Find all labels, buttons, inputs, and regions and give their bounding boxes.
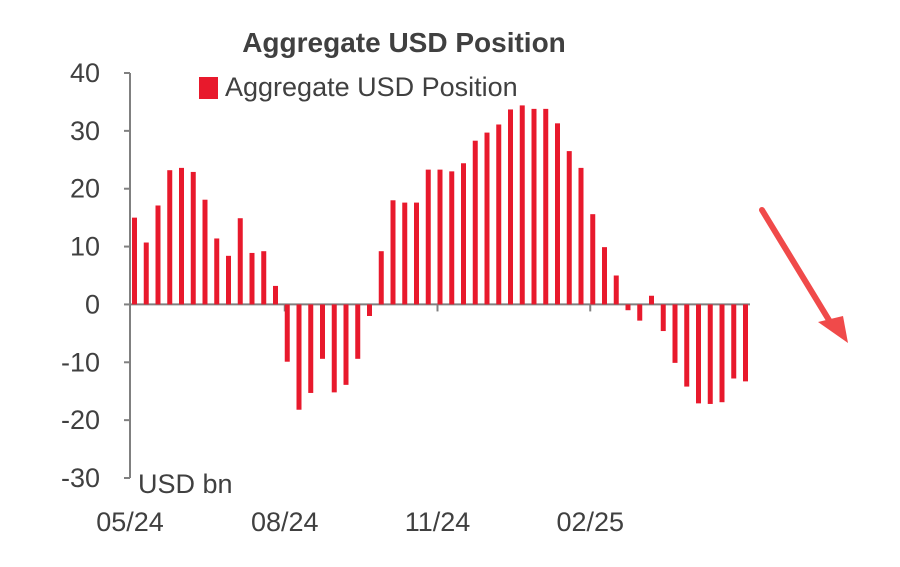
bar <box>202 199 208 305</box>
bar <box>696 304 701 404</box>
x-tick-label: 05/24 <box>96 507 164 537</box>
y-tick-label: -20 <box>61 405 100 435</box>
y-tick-label: 0 <box>85 289 100 319</box>
bar <box>331 304 337 393</box>
bar <box>143 242 149 305</box>
bar <box>179 167 184 305</box>
bar <box>719 304 725 403</box>
y-tick-label: 10 <box>70 232 100 262</box>
bar <box>378 251 384 305</box>
bar <box>437 169 443 305</box>
x-axis: 05/24 08/24 11/24 02/25 <box>96 303 750 537</box>
bar <box>496 124 502 305</box>
legend-label: Aggregate USD Position <box>225 72 518 102</box>
bar <box>555 123 560 305</box>
bar <box>425 169 431 305</box>
bar <box>543 108 549 305</box>
bar <box>707 304 713 404</box>
bar <box>343 304 349 385</box>
bar <box>190 171 196 305</box>
bar <box>249 252 255 305</box>
bar <box>261 251 267 305</box>
bar <box>660 304 666 332</box>
bar <box>284 304 290 362</box>
bar <box>390 200 396 305</box>
bar <box>273 285 278 305</box>
bar <box>472 140 478 305</box>
bar <box>414 202 419 305</box>
bar <box>649 295 654 305</box>
bar <box>566 151 572 305</box>
bar <box>602 247 607 305</box>
bar <box>531 108 537 305</box>
y-tick-label: 30 <box>70 116 100 146</box>
bar <box>214 238 220 305</box>
bar <box>132 217 137 305</box>
bar <box>308 304 314 393</box>
y-tick-label: 20 <box>70 174 100 204</box>
legend: Aggregate USD Position <box>199 72 518 102</box>
bar <box>613 275 619 305</box>
unit-label: USD bn <box>138 469 233 499</box>
legend-swatch <box>199 77 218 99</box>
bar <box>226 255 231 305</box>
bar <box>296 304 302 410</box>
bar <box>167 170 173 305</box>
bar <box>519 105 525 305</box>
y-tick-label: -10 <box>61 347 100 377</box>
y-axis: 40 30 20 10 0 -10 -20 -30 <box>61 58 131 493</box>
y-tick-label: -30 <box>61 463 100 493</box>
bar <box>320 304 325 359</box>
bar-series <box>132 105 748 410</box>
bar <box>484 132 490 305</box>
bar <box>684 304 690 387</box>
bar <box>155 205 161 305</box>
x-tick-label: 08/24 <box>251 507 319 537</box>
bar <box>731 304 737 379</box>
bar <box>590 214 596 305</box>
bar <box>237 218 243 305</box>
chart-title: Aggregate USD Position <box>242 27 566 58</box>
x-tick-label: 02/25 <box>556 507 624 537</box>
bar <box>355 304 361 359</box>
y-tick-label: 40 <box>70 58 100 88</box>
down-arrow-icon <box>759 207 848 343</box>
bar <box>402 202 408 305</box>
bar <box>625 304 631 311</box>
bar <box>578 167 584 305</box>
bar <box>367 304 372 316</box>
bar <box>672 304 678 363</box>
bar <box>461 163 466 305</box>
bar <box>508 109 513 305</box>
bar <box>449 171 455 305</box>
bar <box>637 304 643 321</box>
x-tick-label: 11/24 <box>405 507 471 537</box>
bar <box>743 304 748 382</box>
